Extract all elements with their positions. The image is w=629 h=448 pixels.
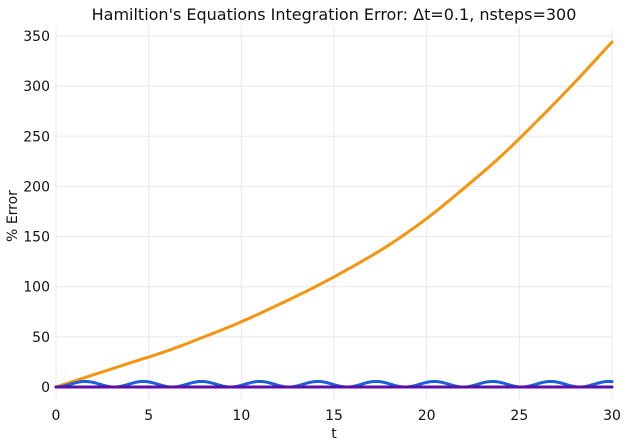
y-tick-label-5: 250 — [23, 129, 50, 145]
x-tick-label-0: 0 — [52, 408, 61, 424]
y-tick-label-3: 150 — [23, 230, 50, 246]
y-tick-label-0: 0 — [41, 380, 50, 396]
x-tick-label-2: 10 — [232, 408, 250, 424]
x-tick-label-5: 25 — [510, 408, 528, 424]
y-tick-label-7: 350 — [23, 29, 50, 45]
x-tick-label-1: 5 — [144, 408, 153, 424]
y-tick-label-6: 300 — [23, 79, 50, 95]
y-tick-label-4: 200 — [23, 179, 50, 195]
y-axis-label: % Error — [5, 190, 21, 242]
x-axis-label: t — [331, 426, 337, 442]
x-tick-label-6: 30 — [603, 408, 621, 424]
x-tick-label-4: 20 — [418, 408, 436, 424]
grid-layer — [55, 26, 613, 399]
chart-title: Hamiltion's Equations Integration Error:… — [92, 5, 577, 24]
y-tick-label-2: 100 — [23, 280, 50, 296]
series-line-0 — [54, 40, 614, 389]
series-layer — [54, 40, 614, 389]
x-tick-label-3: 15 — [325, 408, 343, 424]
y-tick-label-1: 50 — [32, 330, 50, 346]
